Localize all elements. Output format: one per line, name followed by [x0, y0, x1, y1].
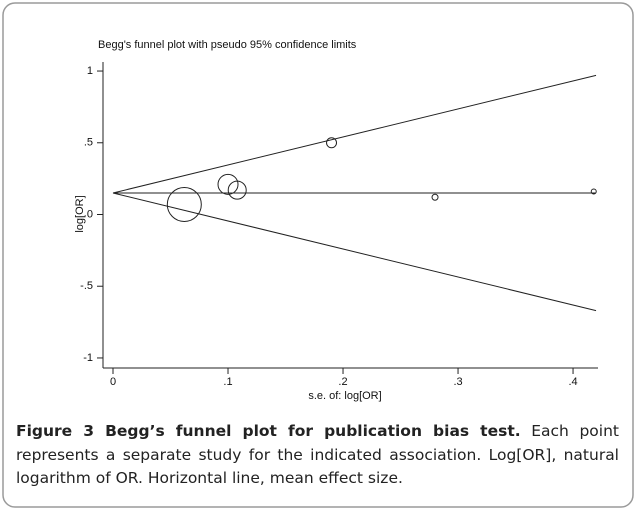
y-axis-label: log[OR]: [74, 195, 86, 232]
y-tick-label: -1: [83, 352, 93, 364]
study-point: [590, 188, 597, 195]
caption: Figure 3 Begg’s funnel plot for publicat…: [16, 420, 619, 491]
study-point: [431, 193, 439, 201]
reference-line: [112, 74, 597, 194]
study-point: [166, 186, 202, 222]
x-tick-label: .4: [568, 376, 577, 388]
x-axis-label: s.e. of: log[OR]: [308, 390, 381, 402]
caption-title: Figure 3 Begg’s funnel plot for publicat…: [16, 422, 521, 440]
y-tick-label: 0: [87, 208, 93, 220]
x-tick-label: .3: [453, 376, 462, 388]
caption-text: Each point represents a separate study f…: [16, 422, 619, 487]
y-tick-label: .5: [84, 137, 93, 149]
x-tick-label: .1: [223, 376, 232, 388]
y-tick-label: 1: [87, 65, 93, 77]
reference-line: [112, 192, 597, 312]
x-tick-label: .2: [338, 376, 347, 388]
study-point: [217, 173, 239, 195]
study-point: [326, 137, 338, 149]
chart-title: Begg's funnel plot with pseudo 95% confi…: [98, 39, 357, 51]
x-tick-label: 0: [110, 376, 116, 388]
study-point: [227, 180, 247, 200]
y-tick-label: -.5: [80, 280, 93, 292]
